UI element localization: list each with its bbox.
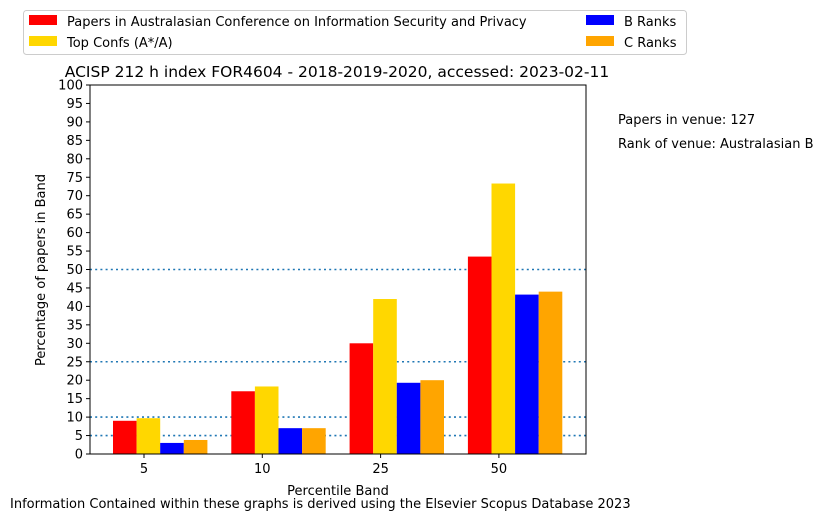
x-axis-label: Percentile Band (287, 484, 389, 499)
y-tick-label: 40 (66, 300, 83, 315)
x-tick-label: 25 (372, 462, 389, 477)
legend-swatch (586, 15, 614, 25)
y-tick-label: 30 (66, 337, 83, 352)
legend-entry: B Ranks (624, 15, 677, 30)
y-tick-label: 100 (58, 79, 83, 94)
x-axis: 5 10 25 50 (140, 454, 507, 477)
y-tick-label: 70 (66, 189, 83, 204)
y-axis-label: Percentage of papers in Band (34, 174, 49, 366)
y-tick-label: 10 (66, 411, 83, 426)
y-tick-label: 75 (66, 171, 83, 186)
x-tick-label: 10 (254, 462, 271, 477)
bar (278, 428, 303, 454)
legend-entry: Top Confs (A*/A) (66, 36, 173, 51)
bar (160, 442, 184, 454)
y-tick-label: 85 (66, 134, 83, 149)
annotation-papers-in-venue: Papers in venue: 127 (618, 113, 755, 128)
x-tick-label: 5 (140, 462, 148, 477)
y-tick-label: 90 (66, 115, 83, 130)
y-tick-label: 5 (75, 429, 83, 444)
chart-title: ACISP 212 h index FOR4604 - 2018-2019-20… (65, 63, 609, 81)
bar (467, 256, 492, 454)
bar (373, 299, 397, 454)
bar (538, 291, 563, 454)
y-tick-label: 65 (66, 208, 83, 223)
bar (183, 439, 208, 454)
y-axis: 0 5 10 15 20 25 30 35 40 45 50 55 60 65 70 75 80 85 90 95 10… (58, 79, 90, 463)
y-tick-label: 55 (66, 245, 83, 260)
legend-frame (23, 10, 687, 55)
y-tick-label: 80 (66, 152, 83, 167)
bar (491, 183, 516, 454)
legend-swatch (29, 15, 57, 25)
bar (254, 386, 279, 454)
footer-note: Information Contained within these graph… (10, 497, 631, 512)
bar (136, 418, 161, 454)
y-tick-label: 0 (75, 448, 83, 463)
y-tick-label: 60 (66, 226, 83, 241)
bar (231, 391, 255, 454)
bar (515, 294, 539, 454)
bar (396, 382, 421, 454)
bar (420, 380, 444, 454)
y-tick-label: 45 (66, 281, 83, 296)
legend: Papers in Australasian Conference on Inf… (23, 10, 687, 55)
legend-swatch (29, 36, 57, 46)
y-tick-label: 50 (66, 263, 83, 278)
y-tick-label: 25 (66, 355, 83, 370)
bar (302, 428, 326, 454)
bars (113, 183, 563, 454)
bar (113, 420, 137, 454)
legend-swatch (586, 36, 614, 46)
y-tick-label: 20 (66, 374, 83, 389)
y-tick-label: 95 (66, 97, 83, 112)
legend-entry: C Ranks (624, 36, 677, 51)
legend-entry: Papers in Australasian Conference on Inf… (67, 15, 527, 30)
annotation-rank-of-venue: Rank of venue: Australasian B (618, 137, 814, 152)
y-tick-label: 35 (66, 318, 83, 333)
y-tick-label: 15 (66, 392, 83, 407)
bar (349, 343, 374, 454)
x-tick-label: 50 (491, 462, 508, 477)
